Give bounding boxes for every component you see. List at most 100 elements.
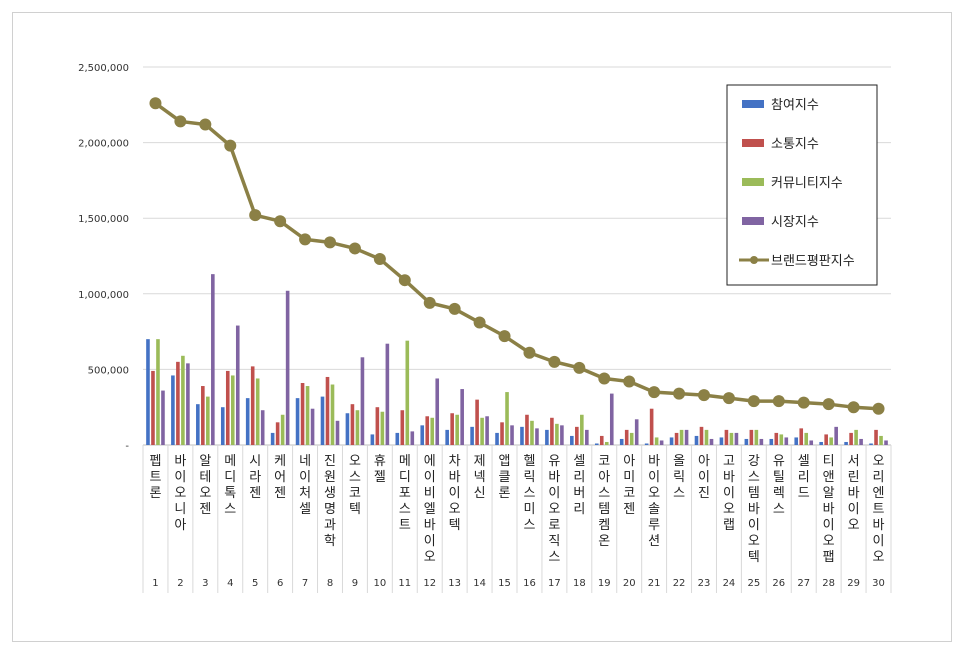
category-label-char: 스 <box>224 502 236 517</box>
bar-참여지수 <box>694 435 699 445</box>
bar-참여지수 <box>744 438 749 445</box>
bar-커뮤니티지수 <box>654 437 659 445</box>
category-label-char: 셀 <box>299 502 311 517</box>
line-point <box>373 253 386 266</box>
brand-reputation-chart: - 500,000 1,000,000 1,500,000 2,000,000 2,500… <box>78 63 892 593</box>
category-label-char: 텍 <box>449 518 461 533</box>
category-label-char: 코 <box>623 486 635 501</box>
category-label-char: 아 <box>174 518 186 533</box>
line-point <box>648 386 661 399</box>
bar-참여지수 <box>420 425 425 445</box>
category-label-char: 올 <box>673 454 685 469</box>
category-label-char: 원 <box>324 470 336 485</box>
line-point <box>174 115 187 128</box>
bar-시장지수 <box>560 425 564 445</box>
category-label-char: 트 <box>873 502 885 517</box>
category-label-char: 시 <box>249 454 261 469</box>
bar-커뮤니티지수 <box>555 423 559 445</box>
bar-시장지수 <box>585 429 589 445</box>
bar-소통지수 <box>425 416 430 445</box>
bar-소통지수 <box>575 426 579 445</box>
rank-label: 24 <box>723 578 736 589</box>
bar-시장지수 <box>634 419 639 445</box>
bar-커뮤니티지수 <box>355 410 360 445</box>
category-label-char: 젤 <box>374 470 386 485</box>
category-label-char: 템 <box>748 486 760 501</box>
line-point <box>598 372 611 385</box>
category-label-char: 바 <box>449 470 461 485</box>
category-label-char: 젠 <box>199 502 211 517</box>
bar-참여지수 <box>644 443 649 445</box>
category-label-char: 스 <box>548 550 560 565</box>
category-label-char: 이 <box>449 486 461 501</box>
category-label-char: 신 <box>474 486 486 501</box>
rank-label: 13 <box>448 578 461 589</box>
bar-커뮤니티지수 <box>405 340 410 445</box>
category-label-char: 리 <box>573 502 585 517</box>
bar-커뮤니티지수 <box>629 432 634 445</box>
rank-label: 17 <box>548 578 561 589</box>
bar-소통지수 <box>525 414 529 445</box>
category-label-char: 아 <box>623 454 635 469</box>
line-point <box>698 389 710 402</box>
category-label-char: 포 <box>399 486 411 501</box>
bar-커뮤니티지수 <box>480 417 484 445</box>
bar-시장지수 <box>186 363 190 445</box>
line-point <box>498 330 511 343</box>
line-point <box>548 355 561 368</box>
category-label-char: 켐 <box>598 518 610 533</box>
bar-참여지수 <box>520 426 524 445</box>
category-label-char: 처 <box>299 486 311 501</box>
bar-커뮤니티지수 <box>804 432 809 445</box>
bar-시장지수 <box>684 429 689 445</box>
category-label-char: 렉 <box>773 486 785 501</box>
category-label-char: 헬 <box>523 454 535 469</box>
category-label-char: 휴 <box>374 454 386 469</box>
line-point <box>473 316 486 329</box>
bar-시장지수 <box>859 438 863 445</box>
bar-소통지수 <box>250 366 255 445</box>
rank-label: 25 <box>747 578 760 589</box>
line-point <box>324 236 336 249</box>
category-label-char: 직 <box>548 534 560 549</box>
bar-소통지수 <box>151 370 155 445</box>
bar-커뮤니티지수 <box>829 437 833 445</box>
line-point <box>747 395 760 408</box>
bar-series <box>146 274 888 445</box>
line-point <box>673 387 686 400</box>
bar-참여지수 <box>345 413 350 445</box>
rank-label: 16 <box>523 578 536 589</box>
rank-label: 10 <box>373 578 386 589</box>
bar-커뮤니티지수 <box>455 414 459 445</box>
bar-소통지수 <box>699 426 704 445</box>
bar-소통지수 <box>176 361 180 445</box>
legend-swatch <box>742 139 764 147</box>
bar-커뮤니티지수 <box>430 417 435 445</box>
bar-커뮤니티지수 <box>305 386 310 445</box>
bar-시장지수 <box>884 440 888 445</box>
category-label-char: 션 <box>648 534 660 549</box>
category-label-char: 오 <box>873 550 885 565</box>
bar-참여지수 <box>844 441 848 445</box>
category-label-char: 린 <box>848 470 860 485</box>
bar-소통지수 <box>674 432 679 445</box>
rank-label: 27 <box>797 578 810 589</box>
bar-커뮤니티지수 <box>879 435 883 445</box>
bar-참여지수 <box>320 396 325 445</box>
bar-시장지수 <box>310 408 315 445</box>
bar-시장지수 <box>235 325 240 445</box>
category-label-char: 차 <box>449 454 461 469</box>
legend-swatch <box>742 217 764 225</box>
category-label-char: 틸 <box>773 470 785 485</box>
category-label-char: 텍 <box>748 550 760 565</box>
category-label-char: 유 <box>548 454 560 469</box>
